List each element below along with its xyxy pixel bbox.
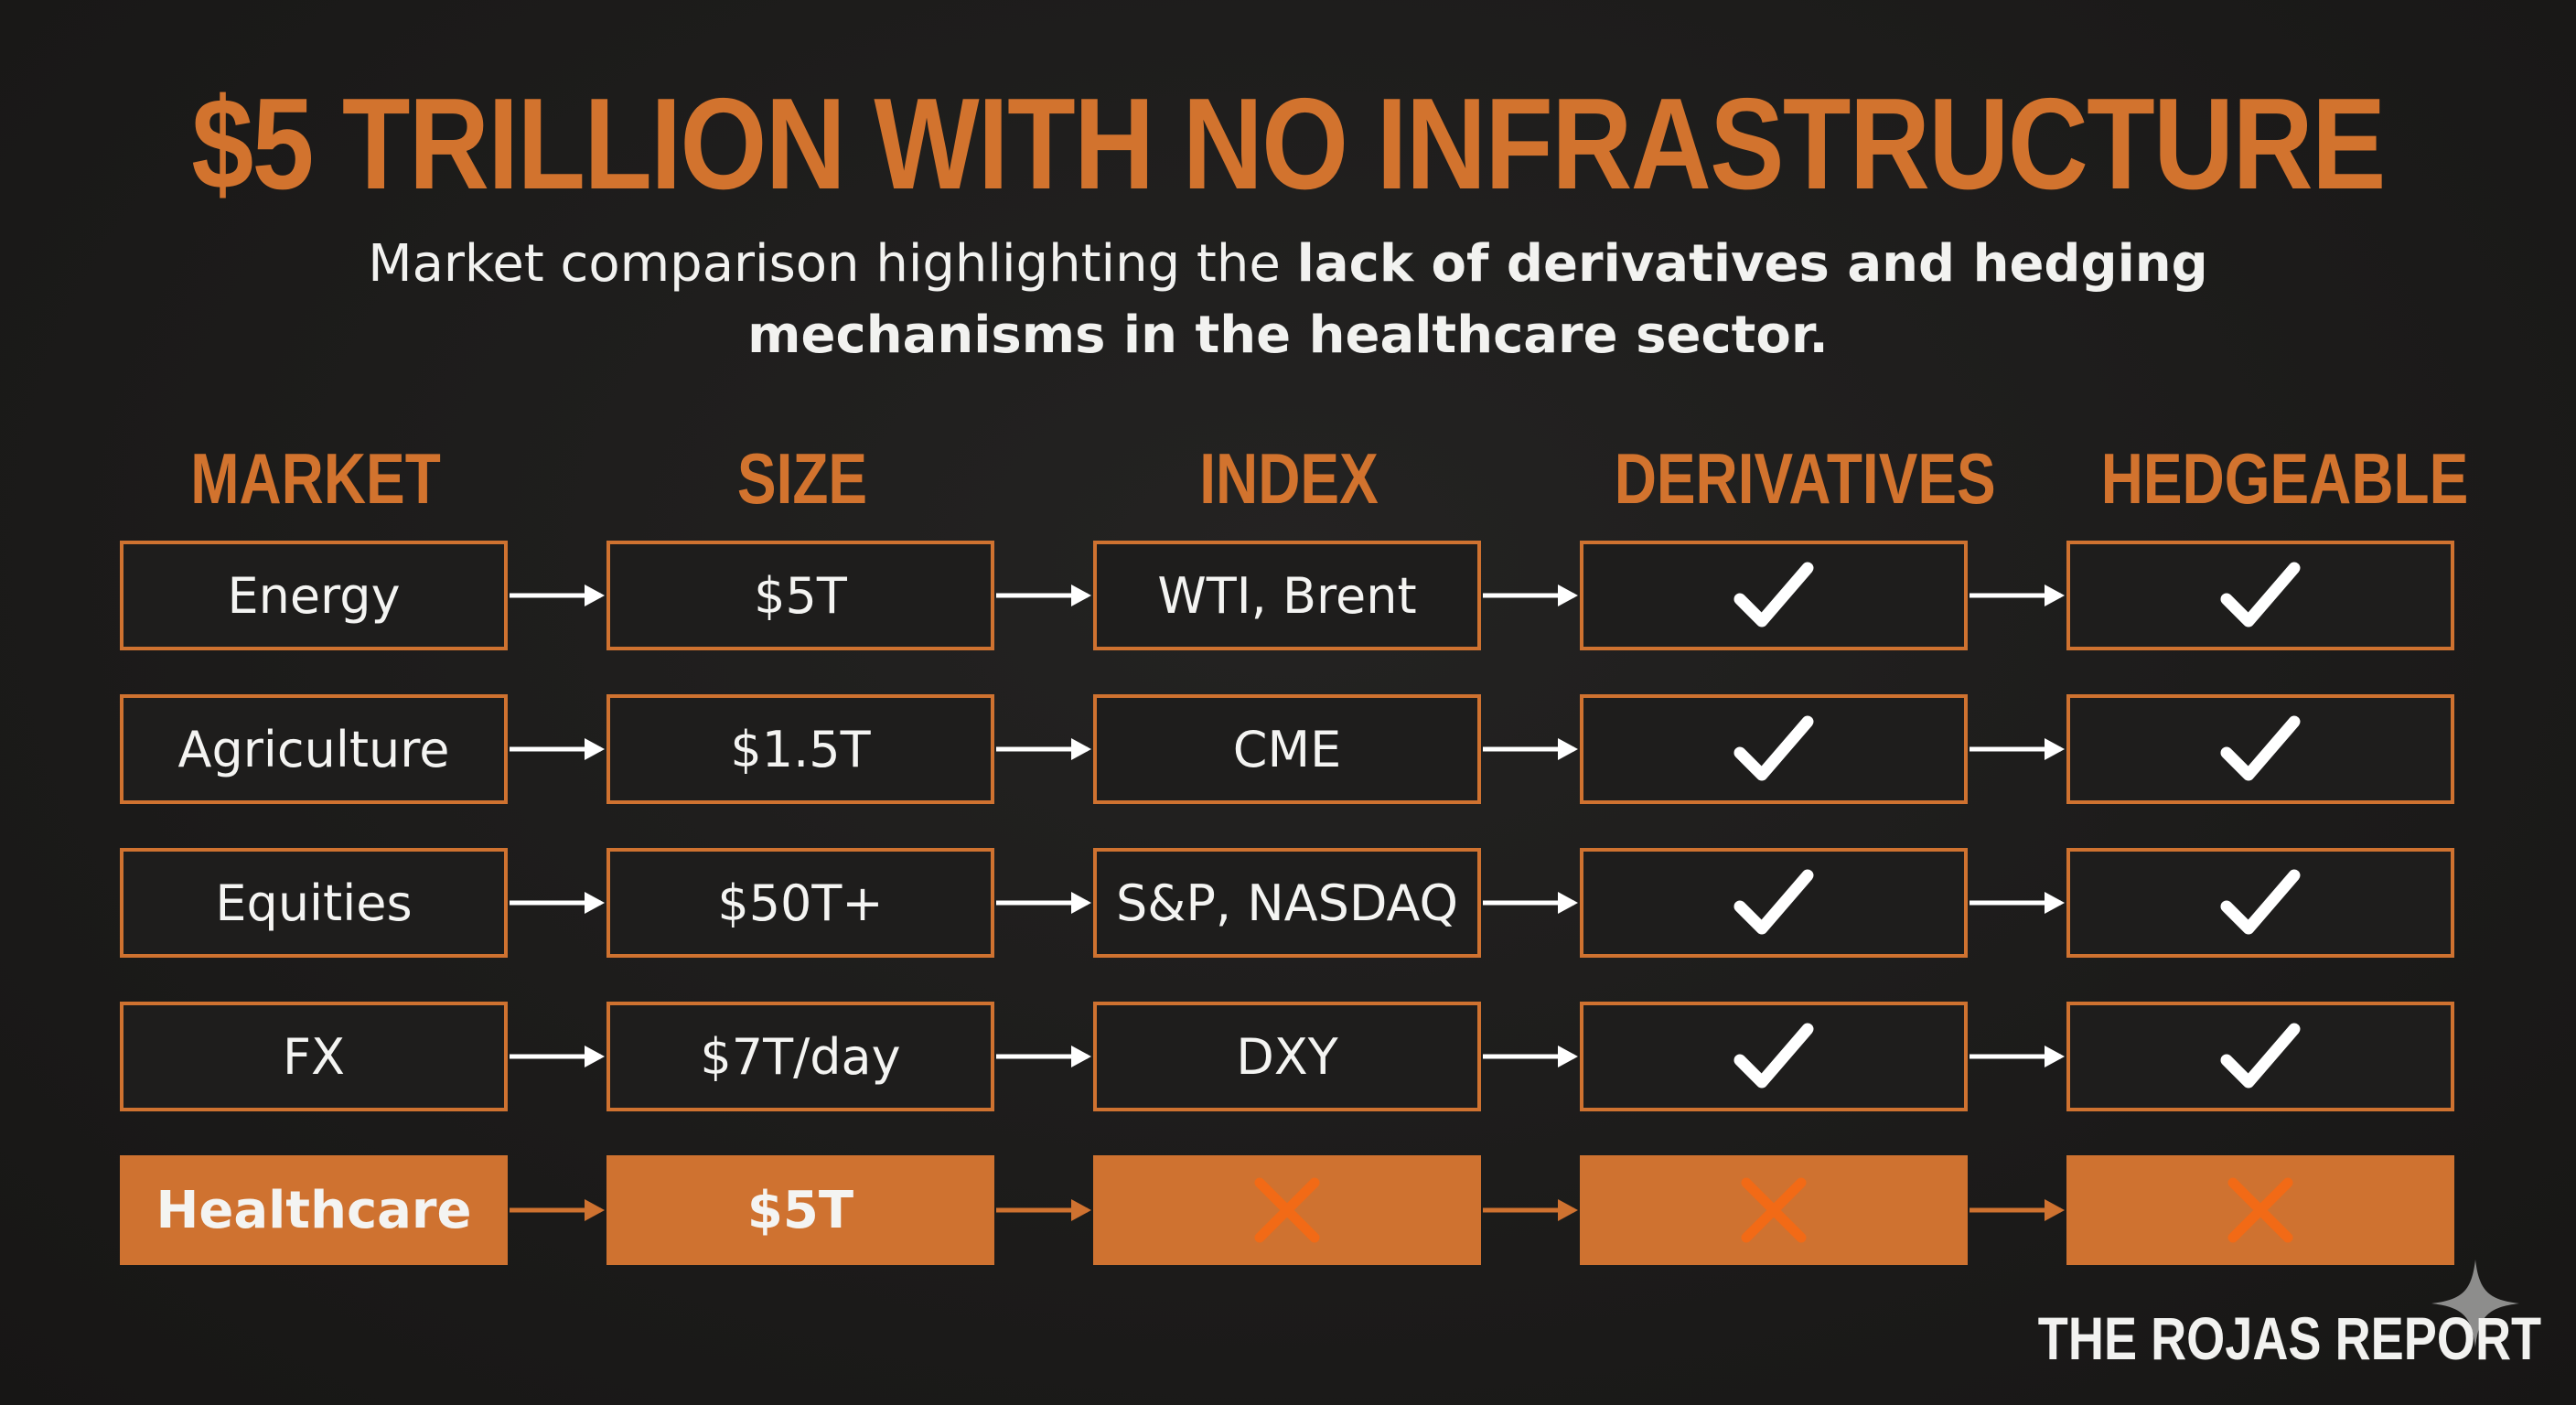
column-header-index: INDEX (1199, 438, 1379, 519)
right-arrow-icon (996, 582, 1095, 609)
cell-hedgeable (2066, 1002, 2454, 1111)
cell-hedgeable (2066, 848, 2454, 958)
right-arrow-icon (510, 735, 608, 763)
cell-derivatives (1580, 1155, 1968, 1265)
right-arrow-icon (1483, 889, 1582, 917)
cell-market: Agriculture (120, 694, 508, 804)
x-mark-icon (1250, 1174, 1324, 1247)
cell-hedgeable (2066, 694, 2454, 804)
subtitle-plain: Market comparison highlighting the (368, 234, 1297, 294)
cell-text: S&P, NASDAQ (1115, 874, 1459, 932)
right-arrow-icon (1970, 889, 2068, 917)
cell-market: Energy (120, 541, 508, 650)
cell-size: $50T+ (606, 848, 994, 958)
cell-index: DXY (1093, 1002, 1481, 1111)
right-arrow-icon (510, 582, 608, 609)
checkmark-icon (1733, 1020, 1815, 1093)
cell-text: $5T (754, 566, 847, 625)
right-arrow-icon (1483, 735, 1582, 763)
page-subtitle: Market comparison highlighting the lack … (366, 229, 2210, 371)
cell-size: $5T (606, 541, 994, 650)
column-header-size: SIZE (736, 438, 868, 519)
column-header-derivatives: DERIVATIVES (1614, 438, 1996, 519)
checkmark-icon (1733, 866, 1815, 939)
right-arrow-icon (996, 735, 1095, 763)
cell-index: S&P, NASDAQ (1093, 848, 1481, 958)
cell-index (1093, 1155, 1481, 1265)
cell-text: Agriculture (177, 720, 450, 778)
cell-derivatives (1580, 1002, 1968, 1111)
right-arrow-icon (1970, 1196, 2068, 1224)
cell-size: $7T/day (606, 1002, 994, 1111)
checkmark-icon (2219, 713, 2302, 786)
cell-index: CME (1093, 694, 1481, 804)
cell-index: WTI, Brent (1093, 541, 1481, 650)
cell-text: $5T (746, 1180, 854, 1240)
subtitle-bold: lack of derivatives and hedging mechanis… (747, 234, 2208, 365)
column-header-market: MARKET (190, 438, 441, 519)
right-arrow-icon (510, 1196, 608, 1224)
page-title: $5 TRILLION WITH NO INFRASTRUCTURE (191, 71, 2386, 217)
right-arrow-icon (1970, 1043, 2068, 1070)
right-arrow-icon (1483, 1043, 1582, 1070)
right-arrow-icon (1970, 735, 2068, 763)
cell-text: Healthcare (156, 1180, 472, 1240)
cell-text: $50T+ (717, 874, 884, 932)
cell-size: $5T (606, 1155, 994, 1265)
cell-market: FX (120, 1002, 508, 1111)
right-arrow-icon (510, 889, 608, 917)
cell-text: DXY (1236, 1027, 1338, 1086)
checkmark-icon (2219, 559, 2302, 632)
cell-text: Equities (215, 874, 413, 932)
cell-hedgeable (2066, 1155, 2454, 1265)
column-header-hedgeable: HEDGEABLE (2100, 438, 2469, 519)
cell-market: Healthcare (120, 1155, 508, 1265)
checkmark-icon (1733, 713, 1815, 786)
checkmark-icon (2219, 866, 2302, 939)
right-arrow-icon (1483, 582, 1582, 609)
x-mark-icon (2224, 1174, 2297, 1247)
cell-text: FX (282, 1027, 346, 1086)
right-arrow-icon (1483, 1196, 1582, 1224)
right-arrow-icon (996, 1043, 1095, 1070)
cell-derivatives (1580, 694, 1968, 804)
sparkle-icon (2431, 1260, 2519, 1347)
right-arrow-icon (996, 1196, 1095, 1224)
cell-derivatives (1580, 541, 1968, 650)
checkmark-icon (1733, 559, 1815, 632)
right-arrow-icon (996, 889, 1095, 917)
cell-size: $1.5T (606, 694, 994, 804)
cell-text: CME (1232, 720, 1342, 778)
checkmark-icon (2219, 1020, 2302, 1093)
cell-hedgeable (2066, 541, 2454, 650)
cell-text: $7T/day (700, 1027, 901, 1086)
cell-text: $1.5T (730, 720, 871, 778)
cell-market: Equities (120, 848, 508, 958)
right-arrow-icon (510, 1043, 608, 1070)
right-arrow-icon (1970, 582, 2068, 609)
cell-text: Energy (227, 566, 401, 625)
cell-text: WTI, Brent (1157, 566, 1417, 625)
brand-name: THE ROJAS REPORT (2037, 1304, 2541, 1372)
cell-derivatives (1580, 848, 1968, 958)
x-mark-icon (1737, 1174, 1810, 1247)
